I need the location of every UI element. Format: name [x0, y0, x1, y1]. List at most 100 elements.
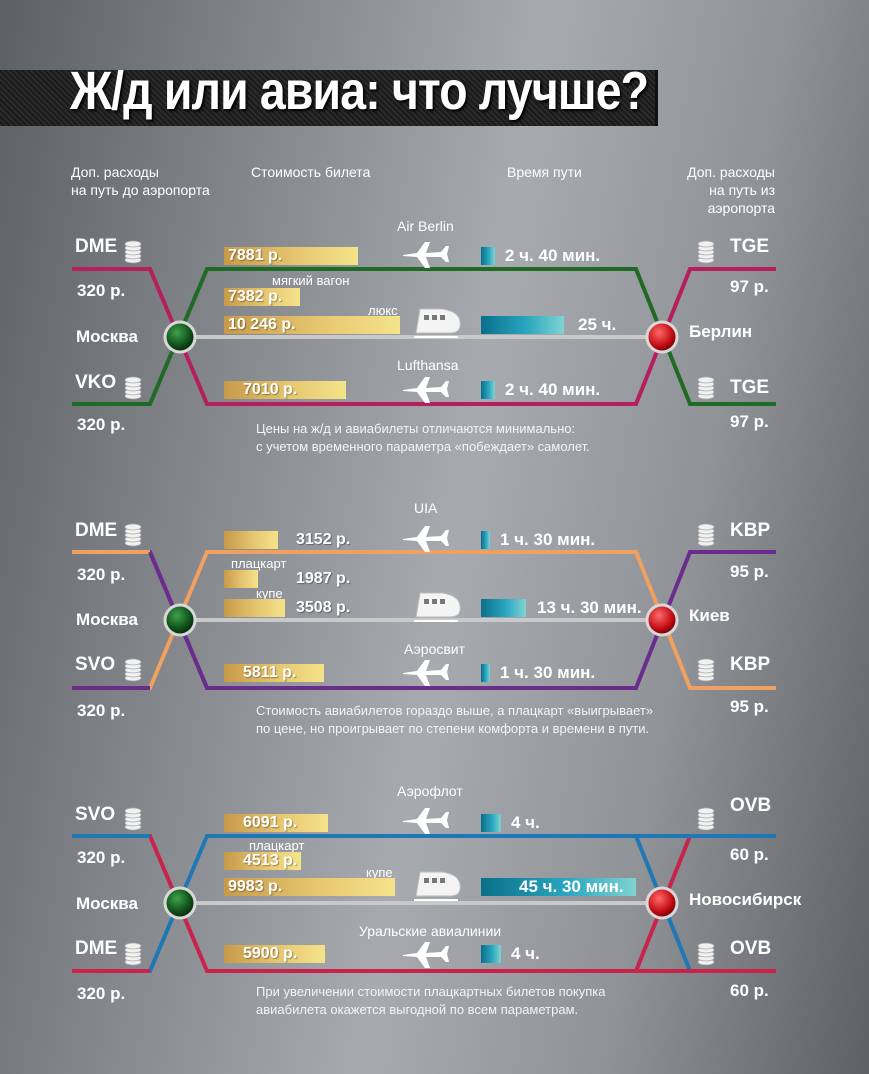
- destination-dot: [645, 886, 679, 920]
- destination-city: Новосибирск: [689, 890, 802, 909]
- airplane-icon: [403, 942, 449, 968]
- price-rail-2: 3508 р.: [296, 599, 351, 616]
- note-line-1: При увеличении стоимости плацкартных бил…: [256, 984, 606, 999]
- price-bar-rail-2: [224, 316, 400, 334]
- origin-dot: [163, 886, 197, 920]
- airplane-icon: [403, 526, 449, 552]
- airplane-icon: [403, 808, 449, 834]
- note-line-2: авиабилета окажется выгодной по всем пар…: [256, 1002, 579, 1017]
- airplane-icon: [403, 242, 449, 268]
- airplane-icon: [403, 377, 449, 403]
- origin-airport-top: SVO: [75, 804, 116, 825]
- dest-cost-bottom: 60 р.: [730, 981, 769, 1000]
- carrier-bottom: Lufthansa: [397, 357, 459, 373]
- carrier-top: UIA: [414, 500, 438, 516]
- rail-class-2: купе: [256, 586, 283, 601]
- train-icon: [414, 871, 461, 901]
- header-to-airport-line1: Доп. расходы: [71, 164, 159, 180]
- note-line-1: Стоимость авиабилетов гораздо выше, а пл…: [256, 703, 654, 718]
- time-bar-rail: [481, 878, 636, 896]
- price-bar-top: [224, 247, 358, 265]
- price-bar-bottom: [224, 381, 346, 399]
- dest-airport-bottom: KBP: [730, 654, 771, 675]
- price-bar-bottom: [224, 664, 324, 682]
- price-bar-rail-1: [224, 570, 258, 588]
- coins-icon: [124, 807, 142, 831]
- price-bottom: 7010 р.: [243, 381, 298, 398]
- price-top: 3152 р.: [296, 531, 351, 548]
- price-bar-top: [224, 814, 328, 832]
- rail-class-1: плацкарт: [231, 556, 287, 571]
- time-bottom: 2 ч. 40 мин.: [505, 380, 601, 399]
- header-from-airport-line2: на путь из аэропорта: [707, 182, 775, 216]
- coins-icon: [697, 523, 715, 547]
- origin-city: Москва: [76, 610, 138, 629]
- price-bottom: 5811 р.: [243, 664, 297, 681]
- time-top: 1 ч. 30 мин.: [500, 530, 596, 549]
- price-top: 6091 р.: [243, 814, 298, 831]
- page-title: Ж/д или авиа: что лучше?: [70, 61, 649, 121]
- origin-cost-top: 320 р.: [77, 565, 126, 584]
- price-rail-1: 7382 р.: [228, 288, 283, 305]
- price-rail-1: 1987 р.: [296, 570, 351, 587]
- origin-dot: [163, 603, 197, 637]
- origin-airport-bottom: VKO: [75, 372, 117, 393]
- header-from-airport-line1: Доп. расходы: [687, 164, 775, 180]
- price-rail-2: 10 246 р.: [228, 316, 296, 333]
- header-ticket: Стоимость билета: [251, 164, 371, 180]
- coins-icon: [124, 658, 142, 682]
- time-bar-top: [481, 531, 490, 549]
- carrier-top: Air Berlin: [397, 218, 454, 234]
- dest-cost-top: 95 р.: [730, 562, 769, 581]
- destination-city: Берлин: [689, 322, 753, 341]
- price-bar-rail-2: [224, 599, 285, 617]
- origin-airport-top: DME: [75, 520, 118, 541]
- route-line-bottom: [148, 551, 636, 690]
- price-bar-top: [224, 531, 278, 549]
- origin-airport-top: DME: [75, 236, 118, 257]
- coins-icon: [124, 942, 142, 966]
- train-icon: [414, 592, 461, 622]
- coins-icon: [124, 240, 142, 264]
- dest-cost-bottom: 97 р.: [730, 412, 769, 431]
- time-bar-bottom: [481, 945, 501, 963]
- dest-airport-top: OVB: [730, 795, 772, 816]
- dest-cost-top: 97 р.: [730, 277, 769, 296]
- header-from-airport: Доп. расходы на путь из аэропорта: [641, 163, 775, 217]
- destination-dot: [645, 603, 679, 637]
- price-top: 7881 р.: [228, 247, 283, 264]
- origin-airport-bottom: SVO: [75, 654, 116, 675]
- dest-airport-bottom: OVB: [730, 938, 772, 959]
- airplane-icon: [403, 660, 449, 686]
- time-rail: 45 ч. 30 мин.: [519, 877, 624, 896]
- header-to-airport-line2: на путь до аэропорта: [71, 182, 210, 198]
- route-line-bottom: [72, 267, 776, 406]
- time-bottom: 4 ч.: [511, 944, 540, 963]
- section-note: Стоимость авиабилетов гораздо выше, а пл…: [256, 702, 653, 738]
- coins-icon: [697, 658, 715, 682]
- rail-class-2: купе: [366, 865, 393, 880]
- section-note: Цены на ж/д и авиабилеты отличаются мини…: [256, 420, 590, 456]
- coins-icon: [697, 807, 715, 831]
- header-time: Время пути: [507, 164, 582, 180]
- time-bar-bottom: [481, 381, 495, 399]
- price-bar-bottom: [224, 945, 325, 963]
- section-nsk-lines: [72, 834, 776, 973]
- time-bar-bottom: [481, 664, 490, 682]
- rail-class-1: плацкарт: [249, 838, 305, 853]
- price-bar-rail-2: [224, 878, 395, 896]
- origin-airport-bottom: DME: [75, 938, 118, 959]
- coins-icon: [697, 240, 715, 264]
- destination-city: Киев: [689, 606, 730, 625]
- section-note: При увеличении стоимости плацкартных бил…: [256, 983, 606, 1019]
- note-line-2: по цене, но проигрывает по степени комфо…: [256, 721, 650, 736]
- origin-city: Москва: [76, 327, 138, 346]
- time-rail: 13 ч. 30 мин.: [537, 598, 642, 617]
- dest-airport-top: KBP: [730, 520, 771, 541]
- header-to-airport: Доп. расходы на путь до аэропорта: [71, 163, 210, 199]
- coins-icon: [124, 523, 142, 547]
- price-rail-2: 9983 р.: [228, 878, 283, 895]
- time-bar-top: [481, 814, 501, 832]
- origin-cost-bottom: 320 р.: [77, 701, 126, 720]
- train-icon: [414, 308, 461, 338]
